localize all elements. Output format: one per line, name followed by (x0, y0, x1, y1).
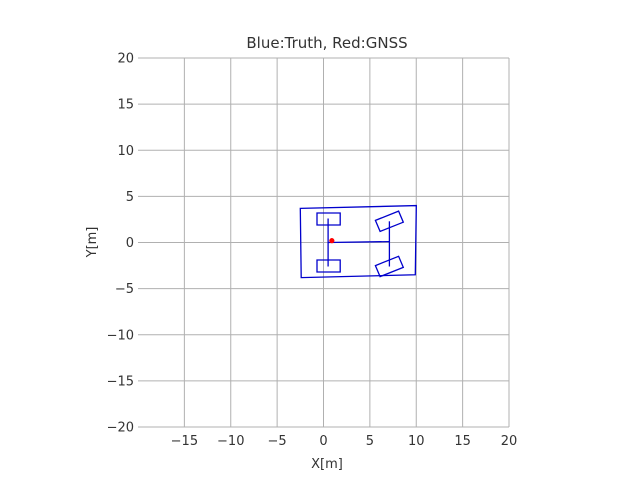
x-tick-label: −15 (171, 434, 198, 449)
truth-body (299, 204, 417, 279)
tick-labels: −15 −10 −5 0 5 10 15 20 −20 −15 −10 −5 0 5 10 15 20 (107, 52, 518, 450)
truth-wheel-front-left (374, 210, 405, 233)
chart-title: Blue:Truth, Red:GNSS (246, 34, 407, 52)
y-tick-label: −15 (107, 374, 134, 389)
y-tick-label: 0 (126, 236, 134, 251)
y-tick-label: −20 (107, 421, 134, 436)
truth-wheel-rear-right (316, 259, 341, 273)
x-tick-label: −5 (268, 434, 287, 449)
series (299, 204, 417, 279)
grid (138, 57, 510, 428)
y-tick-label: −5 (115, 282, 134, 297)
y-tick-label: 15 (117, 98, 134, 113)
y-axis-label: Y[m] (85, 227, 100, 259)
truth-wheel-rear-left (316, 212, 341, 226)
x-tick-label: 10 (408, 434, 425, 449)
y-tick-label: 5 (126, 190, 134, 205)
y-tick-label: 20 (117, 52, 134, 67)
gnss-point (329, 238, 335, 244)
truth-wheel-front-right (374, 255, 405, 278)
x-tick-label: −10 (217, 434, 244, 449)
y-tick-label: 10 (117, 144, 134, 159)
y-tick-label: −10 (107, 328, 134, 343)
x-tick-label: 15 (454, 434, 471, 449)
x-axis-label: X[m] (311, 457, 343, 472)
x-tick-label: 5 (366, 434, 374, 449)
truth-wheelbase (328, 240, 390, 244)
x-tick-label: 20 (501, 434, 518, 449)
x-tick-label: 0 (319, 434, 327, 449)
